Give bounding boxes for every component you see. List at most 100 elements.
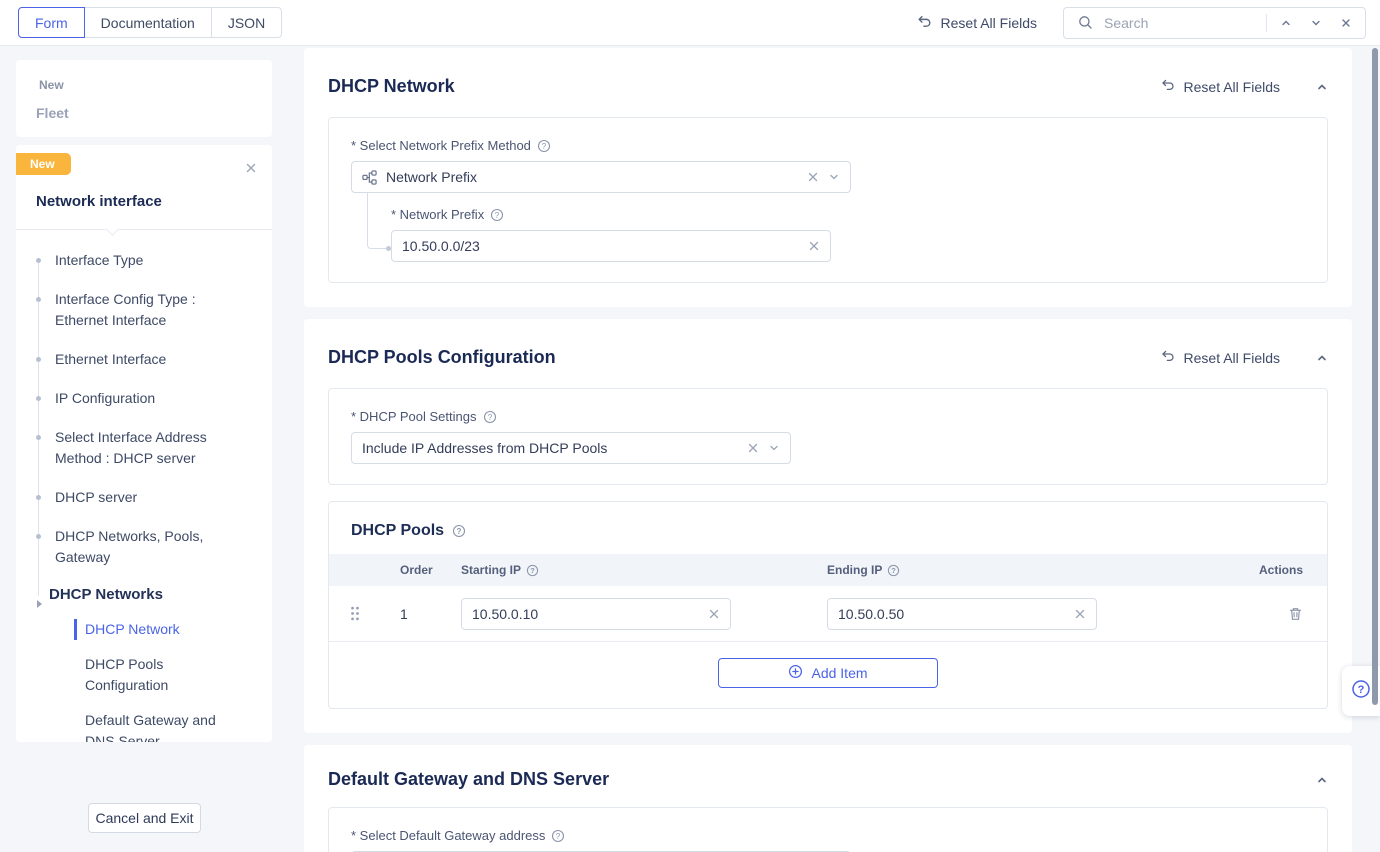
vertical-scrollbar[interactable] bbox=[1372, 48, 1378, 705]
wizard-steps: Interface Type Interface Config Type : E… bbox=[35, 250, 272, 742]
breadcrumb-parent[interactable]: Fleet bbox=[36, 105, 69, 121]
step-ethernet-interface[interactable]: Ethernet Interface bbox=[35, 349, 230, 370]
help-icon[interactable]: ? bbox=[537, 139, 551, 153]
chevron-down-icon[interactable] bbox=[828, 171, 840, 183]
tab-form[interactable]: Form bbox=[18, 7, 85, 38]
svg-text:?: ? bbox=[556, 831, 561, 840]
network-prefix-input[interactable] bbox=[402, 238, 799, 254]
svg-text:?: ? bbox=[1358, 684, 1365, 696]
collapse-section-icon[interactable] bbox=[1316, 774, 1328, 786]
step-interface-type[interactable]: Interface Type bbox=[35, 250, 230, 271]
step-interface-config-type[interactable]: Interface Config Type : Ethernet Interfa… bbox=[35, 289, 230, 331]
clear-icon[interactable] bbox=[808, 240, 820, 252]
section-title: Default Gateway and DNS Server bbox=[328, 769, 610, 789]
prefix-method-value: Network Prefix bbox=[386, 169, 478, 185]
undo-icon bbox=[916, 13, 933, 33]
column-order: Order bbox=[400, 563, 433, 577]
search-prev-icon[interactable] bbox=[1275, 12, 1297, 34]
cancel-and-exit-button[interactable]: Cancel and Exit bbox=[88, 803, 201, 833]
gateway-fieldset: * Select Default Gateway address ? First… bbox=[328, 807, 1328, 852]
panel-title: Network interface bbox=[36, 193, 162, 210]
search-divider bbox=[1266, 13, 1267, 32]
section-reset-button[interactable]: Reset All Fields bbox=[1160, 77, 1280, 96]
pools-table-title: DHCP Pools bbox=[351, 522, 445, 539]
group-children: DHCP Network DHCP Pools Configuration De… bbox=[74, 619, 272, 742]
clear-icon[interactable] bbox=[1074, 608, 1086, 620]
help-icon[interactable]: ? bbox=[551, 829, 565, 843]
pool-settings-select[interactable]: Include IP Addresses from DHCP Pools bbox=[351, 432, 791, 464]
help-icon[interactable]: ? bbox=[490, 208, 504, 222]
ending-ip-input[interactable] bbox=[838, 605, 1065, 622]
step-address-method[interactable]: Select Interface Address Method : DHCP s… bbox=[35, 427, 230, 469]
search-next-icon[interactable] bbox=[1305, 12, 1327, 34]
svg-text:?: ? bbox=[542, 141, 547, 150]
group-dhcp-networks[interactable]: DHCP Networks bbox=[49, 586, 272, 603]
pools-table-header: Order Starting IP ? Ending IP ? Actions bbox=[329, 554, 1327, 586]
collapse-section-icon[interactable] bbox=[1316, 81, 1328, 93]
pool-settings-label: * DHCP Pool Settings bbox=[351, 409, 477, 424]
help-icon[interactable]: ? bbox=[526, 564, 539, 577]
undo-icon bbox=[1160, 77, 1176, 96]
ending-ip-field[interactable] bbox=[827, 597, 1097, 630]
help-icon[interactable]: ? bbox=[452, 524, 466, 538]
wizard-nav-panel: New Network interface Interface Type Int… bbox=[16, 145, 272, 742]
starting-ip-field[interactable] bbox=[461, 597, 731, 630]
section-reset-label: Reset All Fields bbox=[1183, 349, 1280, 366]
step-dhcp-server[interactable]: DHCP server bbox=[35, 487, 230, 508]
workflow-icon bbox=[362, 169, 377, 185]
panel-close-icon[interactable] bbox=[240, 157, 262, 179]
nav-item-dhcp-pools-configuration[interactable]: DHCP Pools Configuration bbox=[85, 656, 169, 693]
breadcrumb-status: New bbox=[39, 78, 64, 92]
prefix-method-label: * Select Network Prefix Method bbox=[351, 138, 531, 153]
column-ending-ip: Ending IP bbox=[827, 563, 883, 577]
nav-item-default-gateway-dns[interactable]: Default Gateway and DNS Server bbox=[85, 712, 216, 742]
search-box[interactable] bbox=[1063, 6, 1366, 39]
network-prefix-label: * Network Prefix bbox=[391, 207, 485, 222]
reset-all-fields-button[interactable]: Reset All Fields bbox=[916, 13, 1037, 33]
clear-icon[interactable] bbox=[708, 608, 720, 620]
collapse-section-icon[interactable] bbox=[1316, 352, 1328, 364]
add-item-button[interactable]: Add Item bbox=[718, 658, 938, 688]
section-default-gateway-dns: Default Gateway and DNS Server * Select … bbox=[304, 745, 1352, 852]
plus-circle-icon bbox=[788, 664, 803, 682]
step-ip-configuration[interactable]: IP Configuration bbox=[35, 388, 230, 409]
svg-text:?: ? bbox=[457, 527, 462, 536]
nested-field-connector bbox=[367, 192, 391, 251]
tab-documentation[interactable]: Documentation bbox=[83, 7, 212, 38]
search-input[interactable] bbox=[1104, 14, 1258, 31]
help-icon[interactable]: ? bbox=[483, 410, 497, 424]
reset-all-fields-label: Reset All Fields bbox=[940, 14, 1037, 31]
chevron-down-icon[interactable] bbox=[768, 442, 780, 454]
prefix-method-select[interactable]: Network Prefix bbox=[351, 161, 851, 193]
section-title: DHCP Pools Configuration bbox=[328, 347, 556, 367]
pool-order: 1 bbox=[400, 605, 408, 622]
question-circle-icon: ? bbox=[1351, 679, 1371, 704]
drag-handle-icon[interactable] bbox=[329, 606, 381, 621]
new-badge: New bbox=[16, 153, 71, 175]
clear-icon[interactable] bbox=[807, 171, 819, 183]
section-reset-button[interactable]: Reset All Fields bbox=[1160, 348, 1280, 367]
timeline-arrow-icon bbox=[37, 600, 42, 608]
dhcp-pools-table-card: DHCP Pools ? Order Starting IP ? bbox=[328, 501, 1328, 709]
add-item-label: Add Item bbox=[811, 665, 868, 681]
column-starting-ip: Starting IP bbox=[461, 563, 522, 577]
section-dhcp-pools-configuration: DHCP Pools Configuration Reset All Field… bbox=[304, 319, 1352, 733]
starting-ip-input[interactable] bbox=[472, 605, 699, 622]
panel-divider bbox=[16, 223, 272, 236]
pool-settings-value: Include IP Addresses from DHCP Pools bbox=[362, 440, 608, 456]
svg-text:?: ? bbox=[487, 412, 492, 421]
help-icon[interactable]: ? bbox=[887, 564, 900, 577]
clear-icon[interactable] bbox=[747, 442, 759, 454]
tab-json[interactable]: JSON bbox=[210, 7, 283, 38]
search-close-icon[interactable] bbox=[1335, 12, 1357, 34]
delete-row-icon[interactable] bbox=[1288, 606, 1303, 622]
nav-item-dhcp-network[interactable]: DHCP Network bbox=[74, 619, 219, 640]
svg-text:?: ? bbox=[495, 210, 500, 219]
breadcrumb-card: New Fleet bbox=[16, 60, 272, 137]
section-title: DHCP Network bbox=[328, 76, 455, 96]
step-dhcp-networks-pools-gateway[interactable]: DHCP Networks, Pools, Gateway bbox=[35, 526, 230, 568]
form-main: DHCP Network Reset All Fields * Select N… bbox=[304, 48, 1352, 852]
network-prefix-field[interactable] bbox=[391, 230, 831, 262]
svg-text:?: ? bbox=[530, 566, 535, 575]
gateway-address-label: * Select Default Gateway address bbox=[351, 828, 546, 843]
